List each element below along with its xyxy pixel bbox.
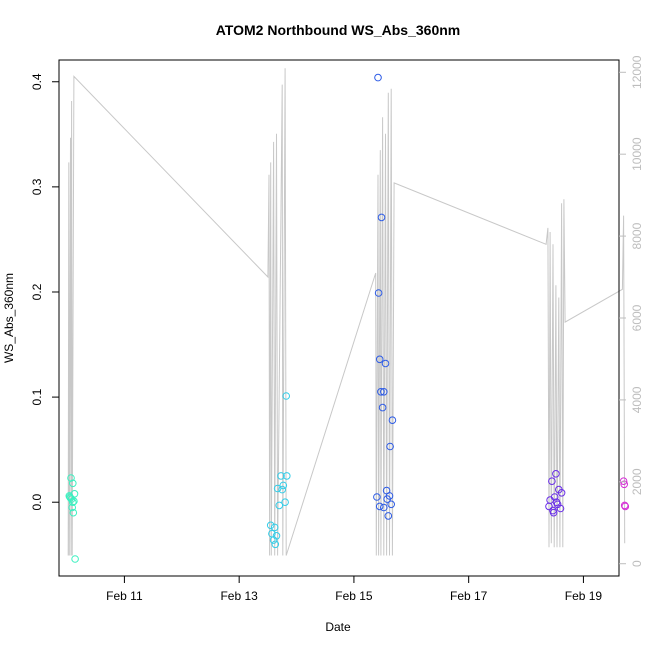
y2-tick-label: 12000 <box>630 55 644 89</box>
data-point <box>69 479 77 488</box>
data-point <box>550 493 559 501</box>
data-point <box>552 470 560 478</box>
data-point <box>621 502 630 511</box>
y-axis-label: WS_Abs_360nm <box>2 273 16 363</box>
data-point <box>552 498 561 507</box>
data-point <box>546 496 554 504</box>
data-point <box>548 477 556 486</box>
data-point <box>375 502 384 511</box>
data-point <box>378 403 387 412</box>
data-point <box>281 498 289 507</box>
y-tick-label: 0.0 <box>30 494 44 511</box>
y-tick-label: 0.2 <box>30 283 44 300</box>
y2-tick-label: 0 <box>630 560 644 567</box>
data-point <box>386 442 394 451</box>
y-tick-label: 0.1 <box>30 388 44 405</box>
x-axis-label: Date <box>325 620 351 634</box>
data-point <box>556 504 565 513</box>
data-point <box>65 492 74 500</box>
x-axis: Feb 11 Feb 13 Feb 15 Feb 17 Feb 19 <box>106 576 602 603</box>
data-point <box>557 489 566 497</box>
data-point <box>619 477 628 486</box>
secondary-series-line <box>67 68 626 556</box>
data-point <box>380 388 388 396</box>
x-tick-label: Feb 19 <box>565 589 603 603</box>
data-point <box>384 512 393 520</box>
data-point <box>273 484 282 493</box>
data-point <box>387 500 396 509</box>
data-point <box>266 521 275 530</box>
data-point <box>381 359 390 368</box>
y2-tick-label: 4000 <box>630 386 644 413</box>
data-point <box>277 472 285 480</box>
data-point <box>282 392 291 400</box>
data-point <box>373 493 381 501</box>
data-point <box>271 540 280 549</box>
data-point <box>385 492 394 500</box>
data-point <box>70 490 79 498</box>
data-point <box>374 73 382 82</box>
data-point <box>70 497 78 506</box>
y-axis-right: 0 2000 4000 6000 8000 10000 12000 <box>619 55 644 567</box>
data-points <box>65 73 630 563</box>
data-point <box>283 472 291 480</box>
data-point <box>549 508 558 517</box>
data-point <box>377 388 385 396</box>
data-point <box>377 213 386 222</box>
data-point <box>272 532 281 540</box>
y2-tick-label: 2000 <box>630 468 644 495</box>
x-tick-label: Feb 15 <box>335 589 373 603</box>
data-point <box>375 355 384 364</box>
data-point <box>279 481 288 490</box>
x-tick-label: Feb 13 <box>220 589 258 603</box>
data-point <box>374 289 383 297</box>
x-tick-label: Feb 11 <box>106 589 143 603</box>
y2-tick-label: 10000 <box>630 137 644 171</box>
data-point <box>71 555 79 563</box>
data-point <box>275 501 284 510</box>
data-point <box>67 474 75 482</box>
y-tick-label: 0.3 <box>30 178 44 195</box>
chart-title: ATOM2 Northbound WS_Abs_360nm <box>216 22 461 38</box>
data-point <box>380 503 388 512</box>
data-point <box>620 480 629 489</box>
data-point <box>69 508 78 517</box>
y-axis-left: 0.0 0.1 0.2 0.3 0.4 <box>30 73 59 511</box>
y2-tick-label: 8000 <box>630 222 644 249</box>
x-tick-label: Feb 17 <box>450 589 488 603</box>
series-line-path <box>67 68 626 556</box>
data-point <box>278 485 287 494</box>
y2-tick-label: 6000 <box>630 304 644 331</box>
plot-frame <box>58 59 620 577</box>
data-point <box>270 523 279 532</box>
data-point <box>69 498 77 507</box>
y-tick-label: 0.4 <box>30 73 44 90</box>
data-point <box>388 416 397 425</box>
